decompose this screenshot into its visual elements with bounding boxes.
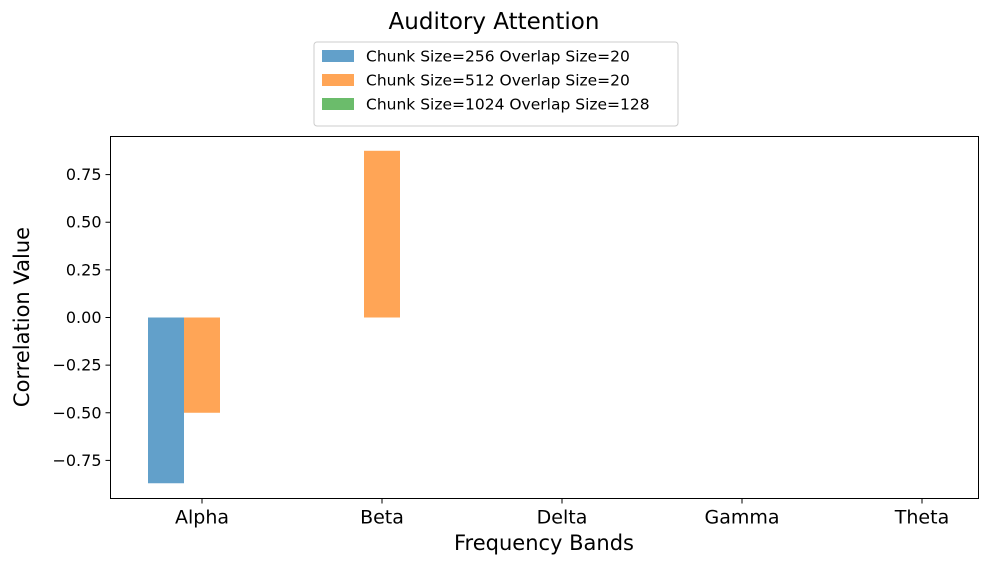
x-tick-label: Gamma — [704, 507, 779, 529]
x-tick-label: Theta — [894, 507, 949, 529]
legend-swatch — [322, 74, 354, 86]
legend: Chunk Size=256 Overlap Size=20 Chunk Size… — [313, 41, 679, 127]
x-axis-label: Frequency Bands — [454, 531, 634, 555]
legend-swatch — [322, 50, 354, 62]
legend-swatch — [322, 98, 354, 110]
y-tick-label: 0.75 — [66, 165, 102, 184]
bar-beta-series-2 — [364, 150, 400, 318]
bar-alpha-series-1 — [148, 317, 184, 484]
y-tick-label: −0.25 — [52, 356, 101, 375]
x-tick-label: Alpha — [175, 507, 229, 529]
y-tick-label: −0.50 — [52, 403, 101, 422]
x-tick-label: Delta — [537, 507, 588, 529]
legend-label: Chunk Size=256 Overlap Size=20 — [366, 48, 630, 66]
plot-frame — [110, 136, 979, 499]
chart-title: Auditory Attention — [389, 9, 600, 35]
legend-label: Chunk Size=1024 Overlap Size=128 — [366, 96, 650, 114]
bar-alpha-series-2 — [184, 317, 220, 413]
y-tick-label: 0.25 — [66, 260, 102, 279]
legend-frame — [313, 41, 679, 127]
plot-area: −0.75 −0.50 −0.25 0.00 0.25 0.50 0.75 Alpha Bet… — [52, 136, 979, 529]
y-axis-label: Correlation Value — [10, 227, 34, 407]
y-tick-label: 0.00 — [66, 308, 102, 327]
x-tick-label: Beta — [360, 507, 404, 529]
y-tick-label: 0.50 — [66, 213, 102, 232]
y-tick-label: −0.75 — [52, 451, 101, 470]
legend-label: Chunk Size=512 Overlap Size=20 — [366, 72, 630, 90]
